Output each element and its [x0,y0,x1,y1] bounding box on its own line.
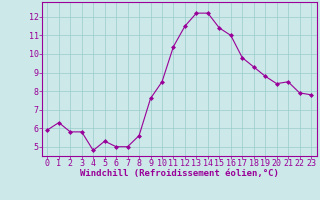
X-axis label: Windchill (Refroidissement éolien,°C): Windchill (Refroidissement éolien,°C) [80,169,279,178]
